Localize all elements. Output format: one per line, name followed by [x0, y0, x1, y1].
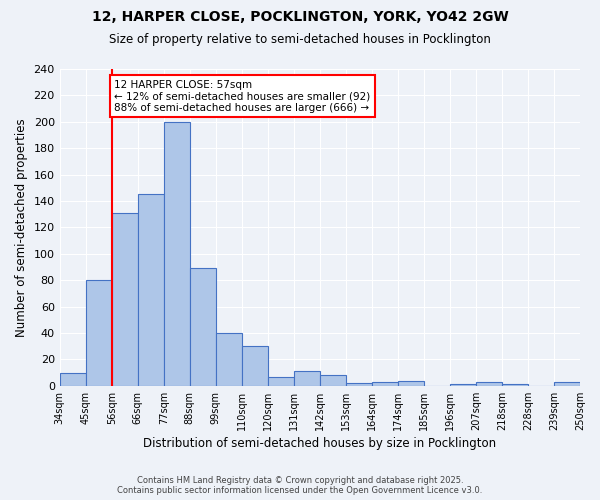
Bar	[320, 376, 346, 386]
Bar	[138, 194, 164, 386]
Bar	[59, 372, 86, 386]
Text: Contains HM Land Registry data © Crown copyright and database right 2025.
Contai: Contains HM Land Registry data © Crown c…	[118, 476, 482, 495]
Bar	[450, 384, 476, 386]
Bar	[242, 346, 268, 386]
Bar	[476, 382, 502, 386]
Bar	[502, 384, 528, 386]
Text: 12 HARPER CLOSE: 57sqm
← 12% of semi-detached houses are smaller (92)
88% of sem: 12 HARPER CLOSE: 57sqm ← 12% of semi-det…	[115, 80, 371, 113]
Bar	[294, 372, 320, 386]
Bar	[216, 333, 242, 386]
Text: 12, HARPER CLOSE, POCKLINGTON, YORK, YO42 2GW: 12, HARPER CLOSE, POCKLINGTON, YORK, YO4…	[92, 10, 508, 24]
Bar	[346, 383, 372, 386]
Bar	[164, 122, 190, 386]
Bar	[268, 376, 294, 386]
Bar	[190, 268, 216, 386]
Bar	[112, 213, 138, 386]
Bar	[398, 380, 424, 386]
Y-axis label: Number of semi-detached properties: Number of semi-detached properties	[15, 118, 28, 336]
Text: Size of property relative to semi-detached houses in Pocklington: Size of property relative to semi-detach…	[109, 32, 491, 46]
Bar	[554, 382, 580, 386]
X-axis label: Distribution of semi-detached houses by size in Pocklington: Distribution of semi-detached houses by …	[143, 437, 496, 450]
Bar	[372, 382, 398, 386]
Bar	[86, 280, 112, 386]
